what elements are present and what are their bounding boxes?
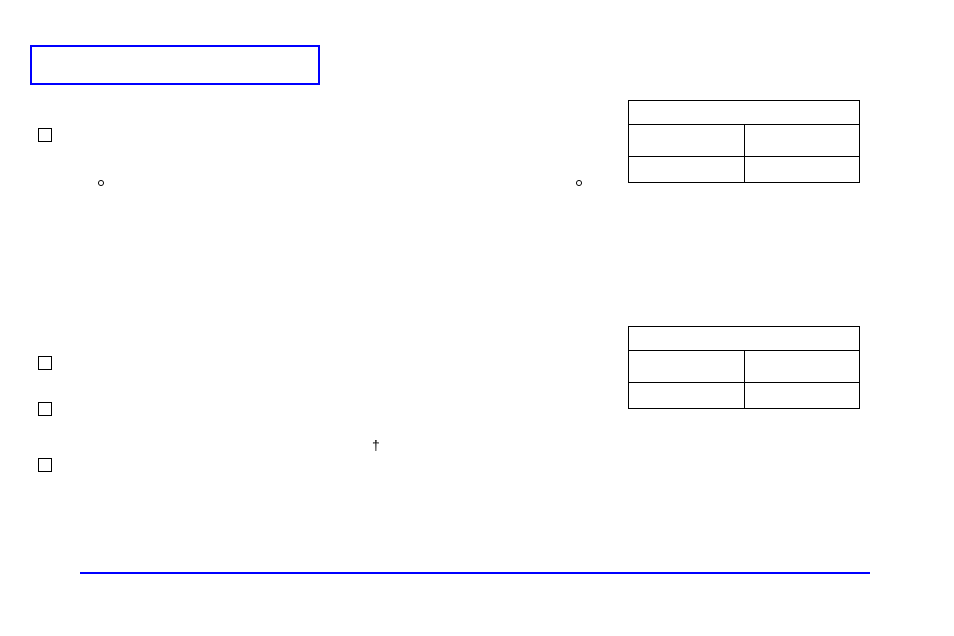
table-cell: [629, 351, 745, 383]
table-cell: [629, 125, 745, 157]
footer-rule: [80, 572, 870, 574]
table-cell: [629, 157, 745, 183]
table-cell: [629, 383, 745, 409]
table-cell: [744, 383, 860, 409]
bullet-square: [38, 458, 52, 472]
table-header: [629, 327, 860, 351]
table-lower: [628, 326, 860, 409]
bullet-dot: [576, 180, 582, 186]
dagger-marker: †: [372, 438, 380, 452]
bullet-square: [38, 356, 52, 370]
table-upper: [628, 100, 860, 183]
table-cell: [744, 157, 860, 183]
table-cell: [744, 351, 860, 383]
bullet-square: [38, 128, 52, 142]
bullet-square: [38, 402, 52, 416]
table-header: [629, 101, 860, 125]
table-cell: [744, 125, 860, 157]
title-box: [30, 45, 320, 85]
bullet-dot: [98, 180, 104, 186]
